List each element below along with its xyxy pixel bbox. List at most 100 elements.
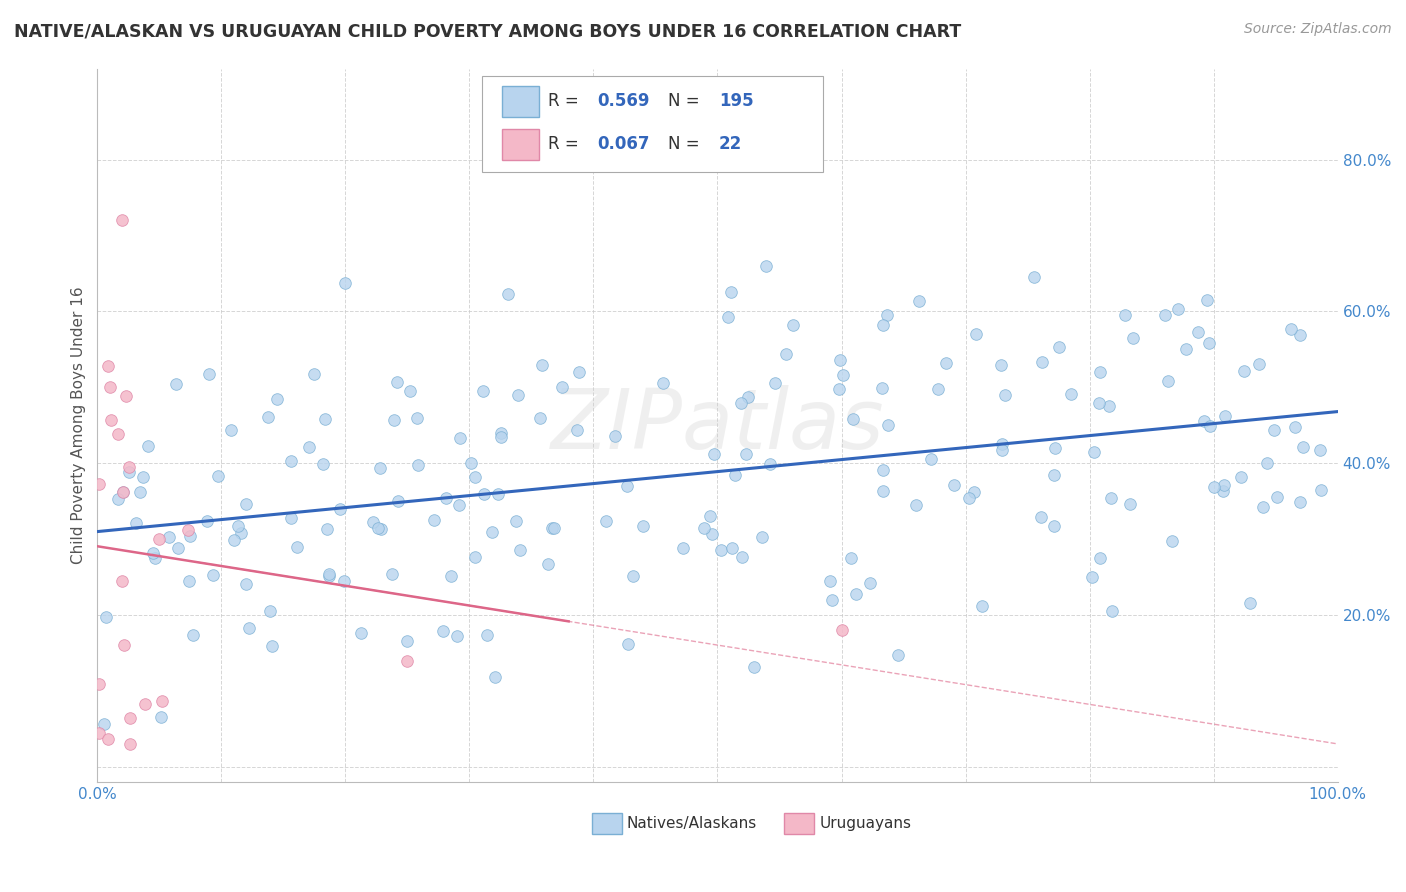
Point: [98, 380, 121, 394]
Point: [484, 670, 506, 684]
Point: [839, 550, 862, 565]
Point: [537, 557, 560, 571]
Point: [721, 541, 744, 555]
Point: [111, 213, 134, 227]
Point: [908, 293, 931, 308]
Point: [423, 513, 446, 527]
Text: 22: 22: [718, 135, 742, 153]
Point: [751, 530, 773, 544]
Point: [540, 521, 562, 535]
Point: [965, 326, 987, 341]
Point: [1284, 419, 1306, 434]
Point: [93, 717, 115, 731]
Point: [724, 468, 747, 483]
FancyBboxPatch shape: [502, 86, 538, 118]
Point: [1099, 491, 1122, 506]
Point: [831, 624, 853, 638]
Point: [152, 694, 174, 708]
Point: [1098, 399, 1121, 413]
Text: 0.569: 0.569: [598, 92, 650, 110]
Point: [381, 566, 404, 581]
Point: [179, 574, 201, 589]
Point: [1199, 419, 1222, 434]
Point: [87, 477, 110, 491]
Point: [693, 521, 716, 535]
Point: [229, 525, 252, 540]
Point: [551, 380, 574, 394]
Point: [125, 516, 148, 530]
Point: [595, 514, 617, 528]
Point: [742, 660, 765, 674]
Point: [710, 543, 733, 558]
Point: [318, 569, 340, 583]
Point: [963, 485, 986, 500]
Point: [842, 412, 865, 426]
Point: [114, 389, 136, 403]
Point: [828, 353, 851, 368]
Point: [1119, 497, 1142, 511]
Point: [828, 382, 851, 396]
Point: [621, 568, 644, 582]
Point: [603, 429, 626, 443]
Point: [652, 376, 675, 390]
Point: [859, 576, 882, 591]
Point: [387, 376, 409, 390]
Point: [408, 458, 430, 473]
Point: [280, 510, 302, 524]
Point: [333, 574, 356, 588]
Point: [529, 410, 551, 425]
Point: [990, 358, 1012, 372]
Point: [994, 387, 1017, 401]
Point: [1239, 596, 1261, 610]
Point: [440, 569, 463, 583]
Point: [1083, 444, 1105, 458]
Point: [870, 381, 893, 395]
Point: [699, 509, 721, 524]
Point: [886, 648, 908, 662]
Point: [991, 442, 1014, 457]
Point: [1212, 483, 1234, 498]
Point: [1081, 570, 1104, 584]
Point: [120, 710, 142, 724]
Point: [142, 546, 165, 560]
Point: [481, 525, 503, 540]
Point: [238, 621, 260, 635]
Point: [1309, 442, 1331, 457]
Point: [935, 356, 957, 370]
Text: ZIPatlas: ZIPatlas: [551, 384, 884, 466]
Point: [720, 285, 742, 299]
Point: [734, 447, 756, 461]
Point: [226, 519, 249, 533]
FancyBboxPatch shape: [785, 813, 814, 834]
Point: [1047, 340, 1070, 354]
Point: [134, 697, 156, 711]
Point: [329, 501, 352, 516]
Point: [616, 479, 638, 493]
Point: [97, 359, 120, 373]
Point: [872, 463, 894, 477]
Point: [111, 484, 134, 499]
Point: [700, 526, 723, 541]
Point: [406, 410, 429, 425]
Point: [136, 439, 159, 453]
Point: [1251, 500, 1274, 514]
Point: [464, 470, 486, 484]
Point: [1187, 325, 1209, 339]
Point: [285, 540, 308, 554]
Point: [89, 725, 111, 739]
Point: [150, 710, 173, 724]
Point: [181, 628, 204, 642]
Point: [361, 515, 384, 529]
Point: [759, 457, 782, 471]
Point: [315, 522, 337, 536]
Text: Source: ZipAtlas.com: Source: ZipAtlas.com: [1244, 22, 1392, 37]
Point: [387, 494, 409, 508]
Point: [432, 624, 454, 638]
Text: 195: 195: [718, 92, 754, 110]
Point: [207, 469, 229, 483]
Point: [1289, 494, 1312, 508]
Point: [120, 737, 142, 751]
Point: [1204, 481, 1226, 495]
Point: [1154, 308, 1177, 322]
Point: [876, 308, 898, 322]
